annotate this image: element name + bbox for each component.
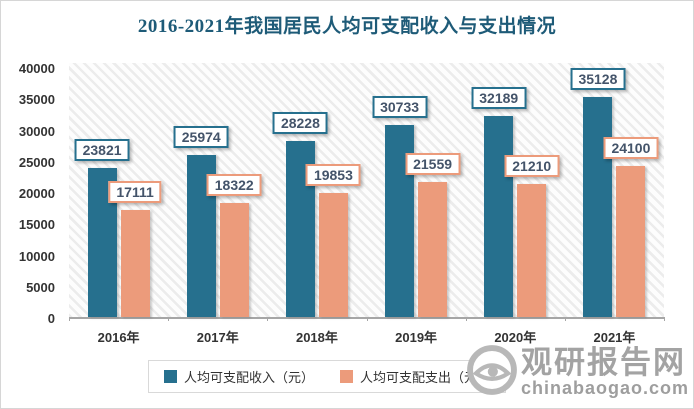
- income-series-swatch: [164, 370, 177, 383]
- expense-value-label-2017年: 18322: [206, 173, 262, 196]
- x-tick-label-2021年: 2021年: [593, 330, 636, 345]
- expense-bar-2020年: [517, 184, 547, 317]
- legend-label-income: 人均可支配收入（元）: [184, 370, 315, 385]
- watermark: 观研报告网 chinabaogao.com: [465, 343, 689, 402]
- y-tick-label: 10000: [18, 248, 55, 264]
- x-tick-label-2018年: 2018年: [295, 330, 338, 345]
- bar-group-2020年: 32189 21210: [466, 63, 565, 317]
- chart-title: 2016-2021年我国居民人均可支配收入与支出情况: [137, 16, 557, 37]
- x-axis-tick: [366, 317, 368, 321]
- bar-group-2018年: 28228 19853: [267, 63, 366, 317]
- expense-bar-2019年: [418, 182, 448, 317]
- y-tick-label: 20000: [18, 186, 55, 201]
- legend-label-expense: 人均可支配支出（元）: [360, 370, 491, 385]
- x-tick-label-2017年: 2017年: [196, 330, 239, 345]
- y-axis: 0 5000 10000 15000 20000 25000 30000 35000 40000: [1, 61, 61, 326]
- watermark-eye-logo-icon: [465, 343, 519, 402]
- income-value-label-2016年: 23821: [74, 139, 130, 162]
- expense-bar-2018年: [318, 192, 348, 317]
- x-axis-tick: [564, 317, 566, 321]
- x-axis-tick: [267, 317, 269, 321]
- y-tick-label: 30000: [18, 123, 55, 139]
- legend-item-income: 人均可支配收入（元）: [164, 367, 314, 386]
- x-axis-tick: [465, 317, 467, 321]
- bar-group-2021年: 35128 24100: [565, 63, 664, 317]
- plot-area: 23821 17111 25974 18322 28228 19853 30733 21559…: [69, 63, 665, 321]
- expense-series-swatch: [340, 370, 354, 383]
- legend-item-expense: 人均可支配支出（元）: [340, 367, 490, 386]
- bar-group-2019年: 30733 21559: [367, 63, 466, 317]
- expense-bar-2021年: [616, 166, 646, 317]
- y-tick-label: 25000: [18, 154, 55, 170]
- expense-value-label-2016年: 17111: [108, 181, 162, 204]
- watermark-domain: chinabaogao.com: [520, 378, 689, 398]
- bar-group-2017年: 25974 18322: [168, 63, 267, 317]
- income-value-label-2020年: 32189: [471, 86, 527, 109]
- expense-value-label-2019年: 21559: [405, 153, 461, 176]
- expense-value-label-2018年: 19853: [305, 163, 361, 186]
- y-tick-label: 15000: [18, 217, 55, 233]
- x-tick-label-2020年: 2020年: [494, 330, 537, 345]
- income-value-label-2021年: 35128: [570, 68, 626, 91]
- bar-group-2016年: 23821 17111: [69, 63, 168, 317]
- expense-value-label-2021年: 24100: [603, 137, 659, 160]
- y-tick-label: 35000: [18, 92, 55, 108]
- income-value-label-2018年: 28228: [272, 111, 328, 134]
- legend: 人均可支配收入（元） 人均可支配支出（元）: [148, 360, 507, 393]
- watermark-name: 观研报告网: [520, 345, 686, 380]
- income-value-label-2019年: 30733: [372, 95, 428, 118]
- expense-bar-2017年: [219, 202, 249, 317]
- expense-bar-2016年: [120, 210, 150, 317]
- y-tick-label: 5000: [26, 279, 55, 295]
- y-tick-label: 40000: [18, 61, 55, 76]
- x-tick-label-2019年: 2019年: [395, 330, 438, 345]
- x-axis-tick: [69, 317, 70, 321]
- income-bar-2021年: [583, 97, 613, 317]
- income-bar-2020年: [484, 115, 514, 317]
- x-axis-tick: [168, 317, 170, 321]
- x-tick-label-2016年: 2016年: [97, 330, 140, 345]
- y-tick-label: 0: [47, 311, 55, 326]
- x-axis-tick: [664, 317, 665, 321]
- expense-value-label-2020年: 21210: [504, 155, 560, 178]
- income-value-label-2017年: 25974: [173, 125, 229, 148]
- x-axis: 2016年 2017年 2018年 2019年 2020年 2021年: [69, 327, 664, 345]
- watermark-text: 观研报告网 chinabaogao.com: [521, 347, 689, 398]
